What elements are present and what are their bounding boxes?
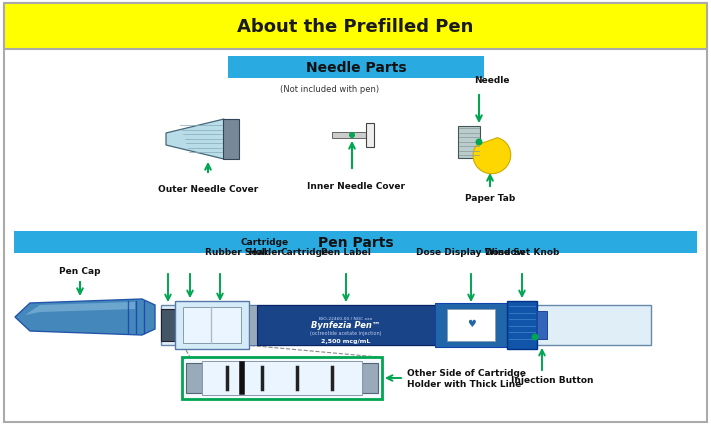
Bar [249,305,257,345]
Text: Cartridge
Holder: Cartridge Holder [241,237,289,256]
Polygon shape [15,299,155,335]
Bar [182,357,382,399]
Text: BIO-22460-00 / NOC xxx: BIO-22460-00 / NOC xxx [319,316,373,320]
Text: Cartridge: Cartridge [281,248,329,256]
Text: Needle: Needle [474,76,510,85]
Bar [332,132,368,139]
Bar [435,303,507,347]
Bar [537,311,547,339]
Text: Needle Parts: Needle Parts [306,61,406,75]
Bar [257,305,435,345]
Text: Outer Needle Cover: Outer Needle Cover [158,184,258,193]
Text: Pen Parts: Pen Parts [318,236,393,249]
Text: Dose Display Window: Dose Display Window [417,248,525,256]
Text: Bynfezia Pen™: Bynfezia Pen™ [311,321,380,330]
Bar [447,309,495,341]
Text: Rubber Seal: Rubber Seal [205,248,267,256]
Bar [186,363,202,393]
Bar [458,127,480,158]
Text: Injection Button: Injection Button [510,375,593,384]
Text: (octreotide acetate injection): (octreotide acetate injection) [310,331,382,336]
Text: (Not included with pen): (Not included with pen) [280,84,380,93]
Bar [223,120,239,160]
Text: 2,500 mcg/mL: 2,500 mcg/mL [321,339,370,344]
Bar [362,363,378,393]
Bar [202,361,362,395]
Text: Dose Set Knob: Dose Set Knob [485,248,559,256]
Bar [366,124,374,148]
Bar [507,301,537,349]
Text: Pen Cap: Pen Cap [59,266,101,275]
Text: Other Side of Cartridge
Holder with Thick Line: Other Side of Cartridge Holder with Thic… [407,368,526,388]
Bar [14,231,697,253]
Text: About the Prefilled Pen: About the Prefilled Pen [237,18,474,36]
Bar [161,309,175,341]
Bar [161,305,651,345]
Circle shape [532,334,538,341]
Bar [4,4,707,50]
Text: Pen Label: Pen Label [321,248,371,256]
Text: Paper Tab: Paper Tab [465,193,515,202]
Circle shape [476,139,483,146]
Circle shape [349,132,355,139]
Polygon shape [25,302,135,315]
Text: ♥: ♥ [466,318,476,328]
Bar [228,57,484,79]
Polygon shape [473,138,510,174]
Bar [175,301,249,349]
Bar [183,307,241,343]
Text: Inner Needle Cover: Inner Needle Cover [307,181,405,190]
Polygon shape [166,120,224,160]
